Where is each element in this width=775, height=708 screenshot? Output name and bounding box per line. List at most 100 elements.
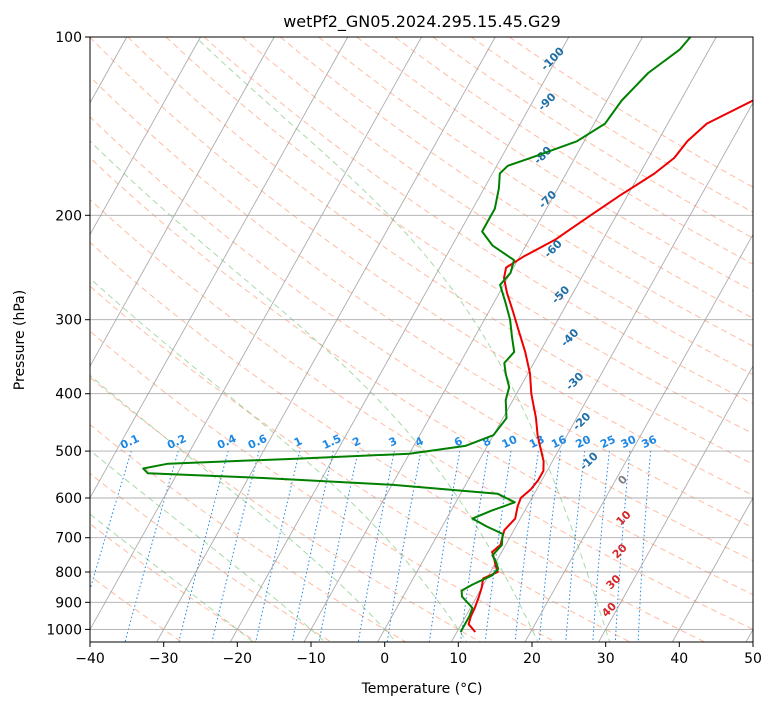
y-tick-label: 1000 <box>46 622 82 638</box>
isotherm <box>450 101 753 642</box>
mixing-ratio-label: 36 <box>640 433 660 451</box>
dry-adiabat <box>90 157 753 596</box>
dry-adiabat <box>90 285 632 642</box>
y-tick-label: 400 <box>55 387 82 403</box>
x-tick-label: 0 <box>380 651 389 667</box>
dry-adiabat <box>318 37 753 319</box>
x-tick-label: 40 <box>670 651 688 667</box>
x-tick-label: −20 <box>223 651 253 667</box>
dry-adiabat <box>241 37 753 376</box>
mixing-ratio-label: 0.4 <box>215 432 238 452</box>
dry-adiabat-label: -20 <box>570 410 593 433</box>
mixing-ratio-label: 20 <box>574 433 594 451</box>
y-tick-label: 300 <box>55 313 82 329</box>
isotherm <box>303 37 643 642</box>
dry-adiabat <box>90 423 407 642</box>
x-tick-label: 20 <box>523 651 541 667</box>
dry-adiabat-label: -100 <box>538 44 567 73</box>
mixing-ratio-line <box>514 451 539 642</box>
mixing-ratio-label: 4 <box>413 434 426 449</box>
dry-adiabat-label: -30 <box>563 370 586 393</box>
mixing-ratio-label: 1 <box>292 434 304 449</box>
mixing-ratio-line <box>318 450 359 642</box>
dry-adiabat <box>127 37 753 465</box>
mixing-ratio-label: 16 <box>549 433 569 451</box>
profile-series <box>142 37 753 633</box>
isotherm <box>156 37 496 642</box>
dry-adiabat-label: -80 <box>531 144 554 167</box>
moist-adiabat <box>90 277 468 642</box>
isotherm <box>90 37 275 368</box>
dry-adiabat <box>90 472 333 642</box>
zero-label: 0 <box>615 472 630 487</box>
thermodynamic-background <box>90 37 753 642</box>
isotherm <box>90 37 422 631</box>
mixing-ratio-label: 13 <box>527 433 546 451</box>
mixing-ratio-line <box>386 451 422 642</box>
dry-adiabat <box>90 116 753 562</box>
isotherm <box>745 628 753 642</box>
y-tick-label: 600 <box>55 491 82 507</box>
dry-adiabat <box>432 37 753 239</box>
dry-adiabat-label: 20 <box>610 541 630 561</box>
moist-adiabat <box>90 513 255 642</box>
dry-adiabat <box>90 37 753 497</box>
dry-adiabat <box>165 37 753 435</box>
dry-adiabat <box>90 575 183 642</box>
dewpoint-line <box>142 37 692 633</box>
dry-adiabat-label: -90 <box>535 90 558 113</box>
dry-adiabat <box>509 37 753 188</box>
isotherm <box>90 37 201 236</box>
x-tick-label: 30 <box>597 651 615 667</box>
x-tick-label: −30 <box>149 651 179 667</box>
dry-adiabat <box>90 241 706 642</box>
mixing-ratio-label: 0.1 <box>118 432 141 452</box>
x-tick-label: −40 <box>75 651 105 667</box>
y-tick-label: 100 <box>55 30 82 46</box>
mixing-ratio-line <box>637 451 652 642</box>
y-tick-label: 900 <box>55 595 82 611</box>
x-axis-label: Temperature (°C) <box>361 681 483 697</box>
mixing-ratio-line <box>460 451 489 642</box>
dry-adiabat <box>356 37 753 292</box>
isotherm <box>229 37 570 642</box>
isotherm <box>90 37 349 499</box>
mixing-ratio-line <box>255 450 301 642</box>
dry-adiabat-label: -40 <box>558 326 581 349</box>
isotherm <box>598 365 753 642</box>
x-axis: −40 −30 −20 −10 0 10 20 30 40 50 <box>75 642 762 667</box>
dry-adiabat <box>90 523 258 642</box>
moist-adiabat <box>90 449 326 642</box>
x-tick-label: −10 <box>296 651 326 667</box>
moist-adiabat <box>195 37 611 642</box>
y-axis: 1000 900 800 700 600 500 400 300 200 100 <box>46 30 90 638</box>
isotherm <box>524 233 753 642</box>
y-tick-label: 500 <box>55 444 82 460</box>
x-tick-label: 10 <box>449 651 467 667</box>
dry-adiabat <box>394 37 753 265</box>
dry-adiabat <box>280 37 753 347</box>
x-tick-label: 50 <box>744 651 762 667</box>
isotherm <box>671 496 753 642</box>
mixing-ratio-label: 0.2 <box>165 432 188 452</box>
mixing-ratio-label: 3 <box>387 434 399 449</box>
mixing-ratio-line <box>291 450 334 642</box>
mixing-ratio-label: 2 <box>350 434 362 449</box>
mixing-ratio-line <box>357 451 395 642</box>
mixing-ratio-label: 1.5 <box>320 432 343 452</box>
line-labels: 0.1 0.2 0.4 0.6 1 1.5 2 3 4 6 8 10 13 16 20 25 30 36-100-… <box>118 44 659 619</box>
y-tick-label: 700 <box>55 531 82 547</box>
isotherm <box>377 37 717 642</box>
grid-lines <box>90 37 753 642</box>
mixing-ratio-line <box>211 450 260 642</box>
mixing-ratio-line <box>124 450 179 642</box>
dry-adiabat <box>90 330 557 642</box>
mixing-ratio-label: 30 <box>619 433 639 451</box>
y-axis-label: Pressure (hPa) <box>12 290 28 390</box>
mixing-ratio-line <box>484 451 512 642</box>
mixing-ratio-label: 0.6 <box>246 432 269 452</box>
mixing-ratio-label: 10 <box>500 433 520 451</box>
mixing-ratio-line <box>428 451 461 642</box>
mixing-ratio-label: 25 <box>598 433 617 451</box>
chart-title: wetPf2_GN05.2024.295.15.45.G29 <box>283 12 561 32</box>
